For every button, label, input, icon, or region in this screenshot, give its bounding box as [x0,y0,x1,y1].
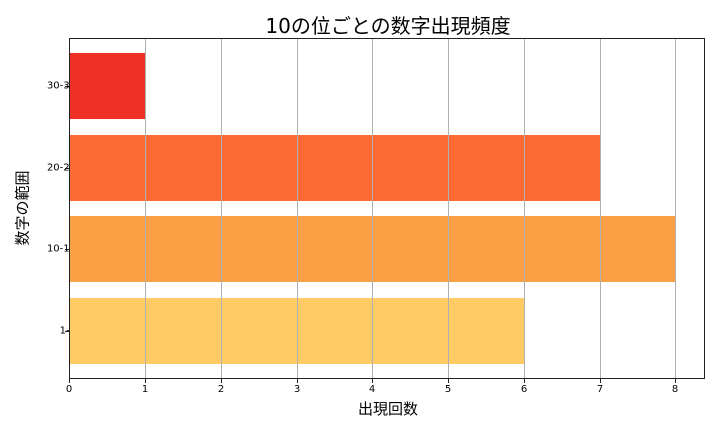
x-tick [448,379,449,383]
x-tick [145,379,146,383]
gridline [448,39,449,378]
x-tick-label: 1 [141,384,149,395]
gridline [372,39,373,378]
chart-title: 10の位ごとの数字出現頻度 [265,14,511,38]
y-tick-label: 1-9 [59,325,76,337]
x-tick [524,379,525,383]
y-axis-label: 数字の範囲 [13,170,32,246]
x-tick [297,379,298,383]
bar-10-19 [70,216,676,282]
gridline [600,39,601,378]
y-tick-label: 30-37 [46,80,76,92]
plot-area [65,38,705,383]
x-tick [372,379,373,383]
y-tick [65,168,69,169]
gridline [675,39,676,378]
bar-30-37 [70,53,146,119]
x-tick-label: 3 [293,384,301,395]
x-tick-label: 6 [520,384,528,395]
gridline [524,39,525,378]
y-tick-label: 20-29 [46,162,76,174]
x-tick-label: 5 [444,384,452,395]
y-tick [65,249,69,250]
x-tick [600,379,601,383]
x-tick [675,379,676,383]
x-tick-label: 4 [368,384,376,395]
bar-20-29 [70,135,600,201]
gridline [221,39,222,378]
x-tick-label: 8 [671,384,679,395]
x-tick-label: 2 [217,384,225,395]
y-tick [65,331,69,332]
gridline [145,39,146,378]
x-axis-label: 出現回数 [357,400,418,418]
x-tick [69,379,70,383]
gridline [297,39,298,378]
y-tick [65,86,69,87]
x-tick-label: 0 [65,384,73,395]
x-tick [221,379,222,383]
x-tick-label: 7 [596,384,604,395]
y-tick-label: 10-19 [46,243,76,255]
